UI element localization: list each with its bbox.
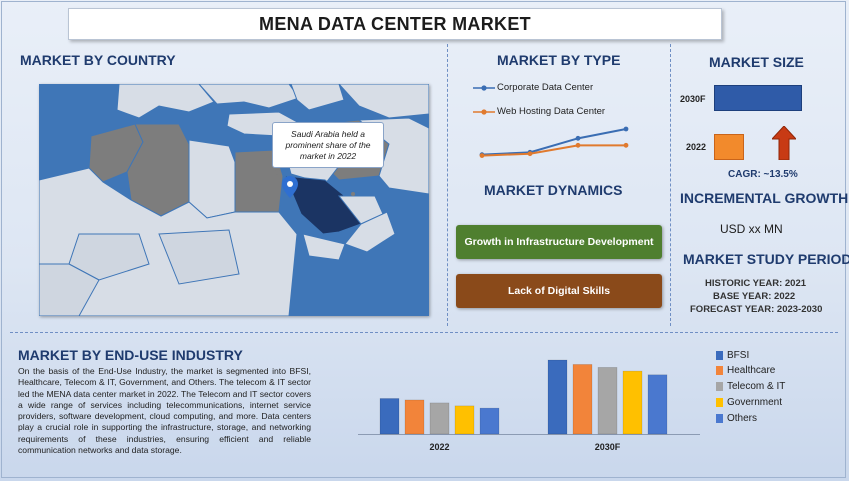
end-use-bar-0-1 (404, 399, 425, 435)
legend-others-swatch (716, 414, 723, 423)
end-use-bar-0-4 (479, 407, 500, 435)
size-label-2022: 2022 (686, 142, 707, 152)
mena-map (39, 84, 429, 316)
line-point-0-3 (623, 126, 629, 132)
end-use-category-label-1: 2030F (595, 442, 621, 452)
end-use-bar-0-0 (379, 398, 400, 435)
divider-country-type (447, 44, 448, 326)
base-year: BASE YEAR: 2022 (713, 291, 796, 302)
map-pin-icon (282, 176, 298, 203)
forecast-year: FORECAST YEAR: 2023-2030 (690, 304, 823, 315)
end-use-bar-1-3 (622, 370, 643, 435)
restraint-lack-digital-skills: Lack of Digital Skills (456, 274, 662, 308)
divider-type-size (670, 44, 671, 326)
legend-telecom: Telecom & IT (716, 381, 785, 392)
historic-year: HISTORIC YEAR: 2021 (705, 278, 807, 289)
end-use-description: On the basis of the End-Use Industry, th… (18, 366, 311, 456)
heading-incremental-growth: INCREMENTAL GROWTH (680, 190, 849, 206)
heading-market-dynamics: MARKET DYNAMICS (484, 182, 623, 198)
growth-arrow-icon (770, 125, 798, 165)
line-point-1-2 (575, 142, 581, 148)
line-series-0 (481, 128, 627, 156)
legend-bfsi-label: BFSI (727, 350, 750, 361)
legend-others: Others (716, 413, 757, 424)
legend-webhosting-label: Web Hosting Data Center (497, 106, 606, 117)
incremental-value: USD xx MN (720, 222, 783, 236)
line-point-1-1 (527, 151, 533, 157)
end-use-category-label-0: 2022 (429, 442, 449, 452)
legend-government-swatch (716, 398, 723, 407)
heading-market-by-end-use: MARKET BY END-USE INDUSTRY (18, 347, 243, 363)
legend-corporate-label: Corporate Data Center (497, 82, 594, 93)
driver-growth-infrastructure: Growth in Infrastructure Development (456, 225, 662, 259)
end-use-bar-1-4 (647, 374, 668, 435)
size-bar-2030f (714, 85, 802, 111)
legend-bfsi: BFSI (716, 350, 749, 361)
size-bar-2022 (714, 134, 744, 160)
legend-others-label: Others (727, 413, 758, 424)
legend-government-label: Government (727, 397, 783, 408)
legend-webhosting: Web Hosting Data Center (473, 106, 643, 118)
heading-market-by-type: MARKET BY TYPE (497, 52, 621, 68)
end-use-bar-0-3 (454, 405, 475, 435)
divider-top-bottom (10, 332, 838, 333)
cagr-label: CAGR: ~13.5% (728, 169, 798, 180)
legend-healthcare-swatch (716, 366, 723, 375)
legend-corporate-marker (473, 85, 495, 91)
heading-market-size: MARKET SIZE (709, 54, 804, 70)
end-use-bar-0-2 (429, 402, 450, 435)
legend-webhosting-marker (473, 109, 495, 115)
end-use-bar-1-2 (597, 367, 618, 435)
end-use-bar-1-1 (572, 364, 593, 435)
legend-healthcare: Healthcare (716, 365, 775, 376)
legend-healthcare-label: Healthcare (727, 365, 776, 376)
type-line-chart (479, 126, 629, 158)
size-label-2030f: 2030F (680, 94, 706, 104)
heading-market-by-country: MARKET BY COUNTRY (20, 52, 176, 68)
legend-bfsi-swatch (716, 351, 723, 360)
page-title: MENA DATA CENTER MARKET (68, 8, 722, 40)
line-point-1-3 (623, 142, 629, 148)
map-shapes (39, 84, 429, 316)
line-point-0-2 (575, 135, 581, 141)
end-use-bar-chart: 2022 2030F (358, 359, 700, 452)
saudi-callout: Saudi Arabia held a prominent share of t… (272, 122, 384, 168)
heading-market-study-period: MARKET STUDY PERIOD (683, 251, 849, 267)
legend-corporate: Corporate Data Center (473, 82, 623, 94)
legend-telecom-label: Telecom & IT (727, 381, 786, 392)
line-point-1-0 (479, 153, 485, 158)
legend-telecom-swatch (716, 382, 723, 391)
legend-government: Government (716, 397, 782, 408)
end-use-bar-1-0 (547, 359, 568, 435)
line-series-1 (481, 144, 626, 157)
